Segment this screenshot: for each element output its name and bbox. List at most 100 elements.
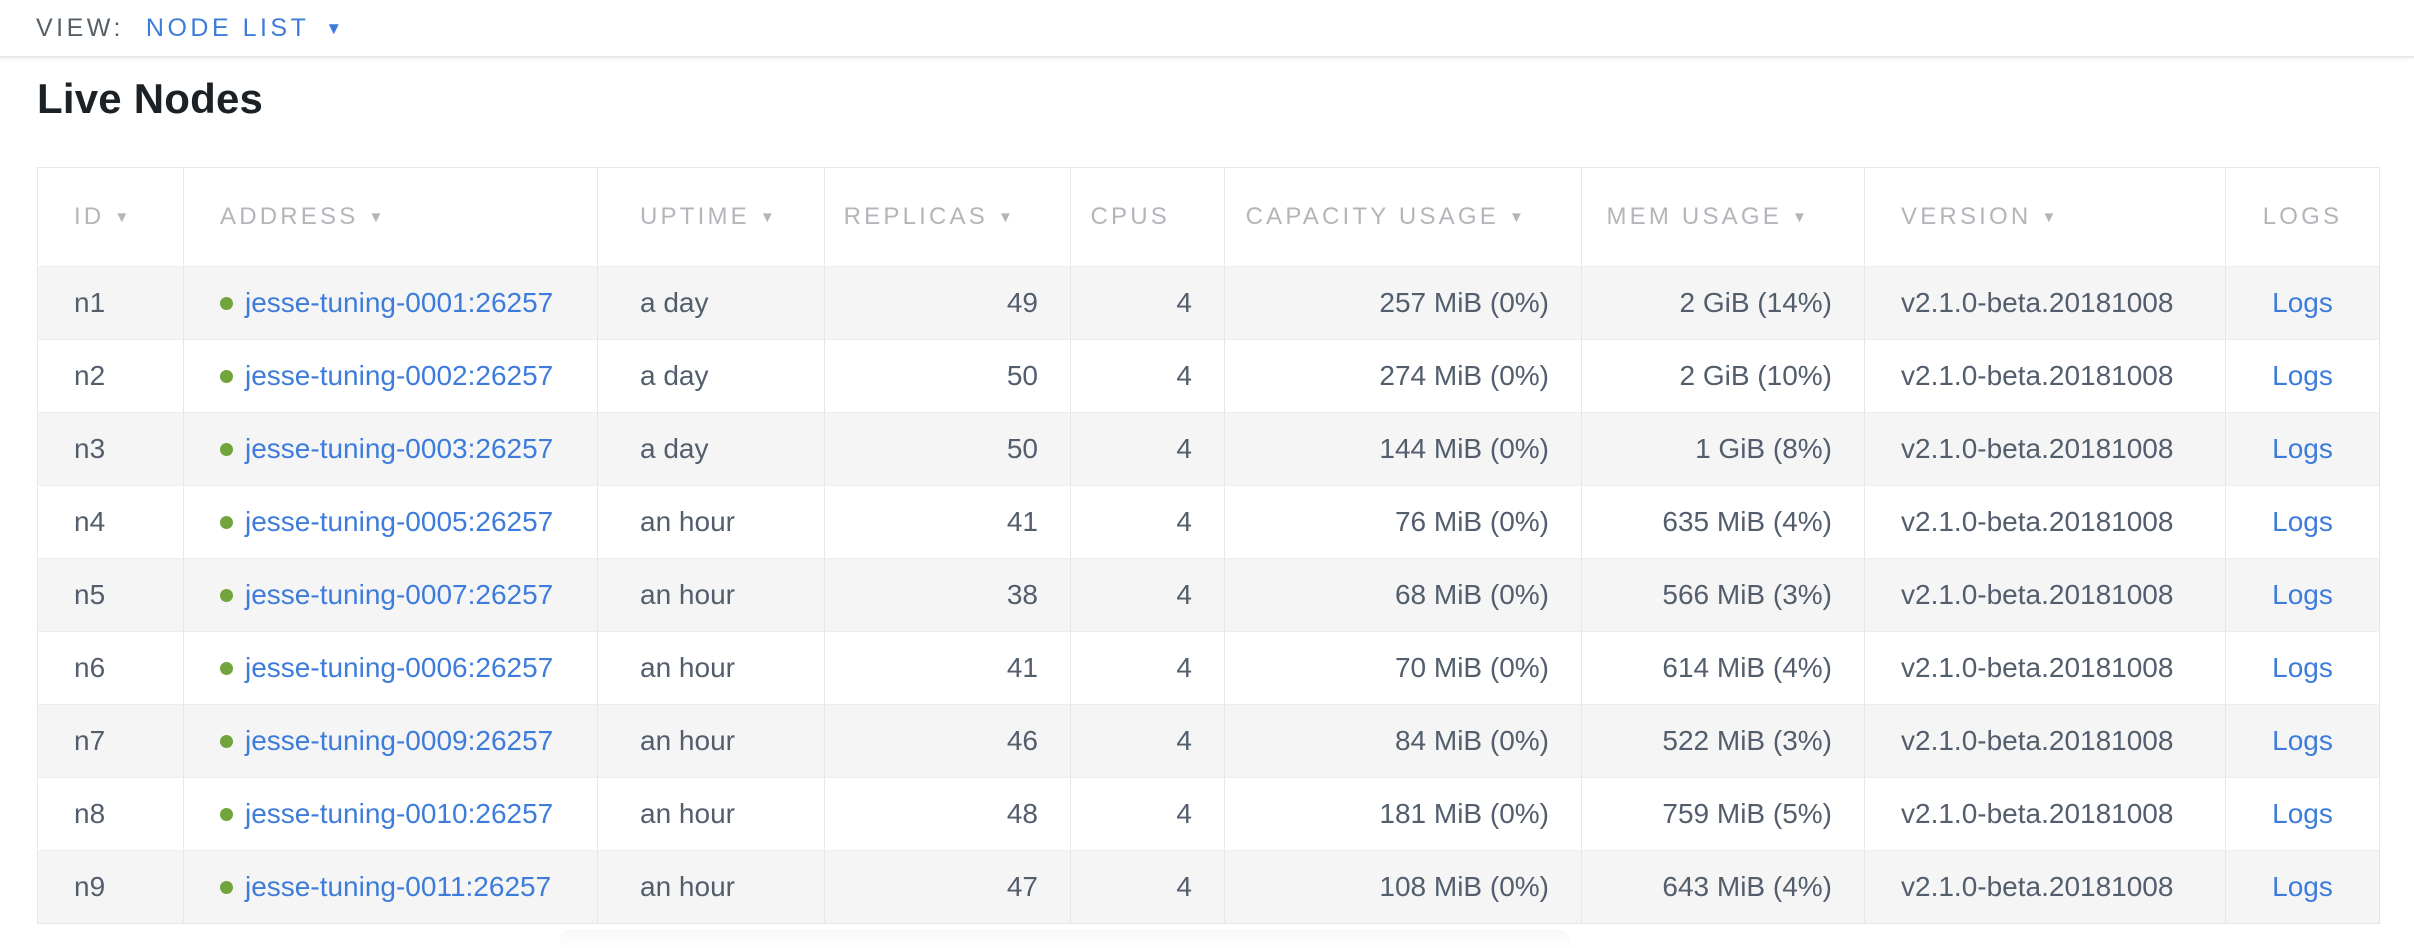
view-dropdown[interactable]: NODE LIST ▼	[146, 14, 346, 43]
table-row: n1 jesse-tuning-0001:26257 a day 49 4 257 MiB…	[37, 266, 2380, 340]
node-address-link[interactable]: jesse-tuning-0010:26257	[245, 798, 554, 829]
column-header-logs: LOGS	[2225, 167, 2380, 267]
node-uptime-cell: an hour	[597, 850, 825, 924]
logs-link[interactable]: Logs	[2272, 798, 2333, 829]
logs-link[interactable]: Logs	[2272, 506, 2333, 537]
node-address-link[interactable]: jesse-tuning-0006:26257	[245, 652, 554, 683]
node-replicas-cell: 49	[824, 266, 1071, 340]
node-capacity-cell: 108 MiB (0%)	[1224, 850, 1582, 924]
node-id-cell: n9	[37, 850, 184, 924]
sort-desc-icon: ▼	[2041, 209, 2060, 226]
column-label: CAPACITY USAGE	[1245, 203, 1499, 230]
column-header-version[interactable]: VERSION ▼	[1864, 167, 2226, 267]
node-address-cell: jesse-tuning-0001:26257	[183, 266, 598, 340]
node-mem-cell: 2 GiB (14%)	[1581, 266, 1865, 340]
node-capacity-cell: 144 MiB (0%)	[1224, 412, 1582, 486]
chevron-down-icon: ▼	[325, 19, 346, 38]
node-address-link[interactable]: jesse-tuning-0011:26257	[245, 871, 552, 902]
table-row: n2 jesse-tuning-0002:26257 a day 50 4 274 MiB…	[37, 339, 2380, 413]
node-uptime-cell: an hour	[597, 631, 825, 705]
node-id-cell: n4	[37, 485, 184, 559]
node-version-cell: v2.1.0-beta.20181008	[1864, 558, 2226, 632]
view-dropdown-value: NODE LIST	[145, 13, 310, 42]
node-version-cell: v2.1.0-beta.20181008	[1864, 339, 2226, 413]
node-address-link[interactable]: jesse-tuning-0003:26257	[245, 433, 554, 464]
column-label: ADDRESS	[220, 203, 359, 230]
node-logs-cell: Logs	[2225, 558, 2380, 632]
column-header-replicas[interactable]: REPLICAS ▼	[824, 167, 1071, 267]
node-replicas-cell: 41	[824, 485, 1071, 559]
node-replicas-cell: 50	[824, 339, 1071, 413]
node-capacity-cell: 257 MiB (0%)	[1224, 266, 1582, 340]
column-label: CPUS	[1090, 203, 1170, 230]
table-row: n5 jesse-tuning-0007:26257 an hour 38 4 68 Mi…	[37, 558, 2380, 632]
column-header-uptime[interactable]: UPTIME ▼	[597, 167, 825, 267]
node-cpus-cell: 4	[1070, 412, 1225, 486]
node-address-cell: jesse-tuning-0009:26257	[183, 704, 598, 778]
node-uptime-cell: an hour	[597, 777, 825, 851]
table-row: n7 jesse-tuning-0009:26257 an hour 46 4 84 Mi…	[37, 704, 2380, 778]
node-address-cell: jesse-tuning-0006:26257	[183, 631, 598, 705]
node-replicas-cell: 48	[824, 777, 1071, 851]
node-id-cell: n5	[37, 558, 184, 632]
node-id-cell: n1	[37, 266, 184, 340]
node-capacity-cell: 68 MiB (0%)	[1224, 558, 1582, 632]
node-capacity-cell: 84 MiB (0%)	[1224, 704, 1582, 778]
node-address-link[interactable]: jesse-tuning-0007:26257	[245, 579, 554, 610]
node-address-cell: jesse-tuning-0005:26257	[183, 485, 598, 559]
node-version-cell: v2.1.0-beta.20181008	[1864, 850, 2226, 924]
column-header-address[interactable]: ADDRESS ▼	[183, 167, 598, 267]
node-uptime-cell: an hour	[597, 558, 825, 632]
logs-link[interactable]: Logs	[2272, 287, 2333, 318]
column-header-id[interactable]: ID ▼	[37, 167, 184, 267]
column-header-mem[interactable]: MEM USAGE ▼	[1581, 167, 1865, 267]
column-header-capacity[interactable]: CAPACITY USAGE ▼	[1224, 167, 1582, 267]
node-mem-cell: 566 MiB (3%)	[1581, 558, 1865, 632]
node-mem-cell: 522 MiB (3%)	[1581, 704, 1865, 778]
node-id-cell: n2	[37, 339, 184, 413]
node-logs-cell: Logs	[2225, 777, 2380, 851]
logs-link[interactable]: Logs	[2272, 652, 2333, 683]
table-row: n6 jesse-tuning-0006:26257 an hour 41 4 70 Mi…	[37, 631, 2380, 705]
node-address-link[interactable]: jesse-tuning-0001:26257	[245, 287, 554, 318]
node-logs-cell: Logs	[2225, 850, 2380, 924]
node-version-cell: v2.1.0-beta.20181008	[1864, 412, 2226, 486]
logs-link[interactable]: Logs	[2272, 871, 2333, 902]
node-cpus-cell: 4	[1070, 266, 1225, 340]
logs-link[interactable]: Logs	[2272, 579, 2333, 610]
page-title: Live Nodes	[37, 75, 264, 122]
table-body: n1 jesse-tuning-0001:26257 a day 49 4 257 MiB…	[37, 266, 2380, 924]
node-address-link[interactable]: jesse-tuning-0002:26257	[245, 360, 554, 391]
node-live-status-icon	[220, 735, 233, 748]
node-cpus-cell: 4	[1070, 485, 1225, 559]
node-uptime-cell: an hour	[597, 704, 825, 778]
node-replicas-cell: 41	[824, 631, 1071, 705]
view-label: VIEW:	[36, 13, 124, 42]
node-uptime-cell: an hour	[597, 485, 825, 559]
node-logs-cell: Logs	[2225, 704, 2380, 778]
node-cpus-cell: 4	[1070, 631, 1225, 705]
node-replicas-cell: 38	[824, 558, 1071, 632]
logs-link[interactable]: Logs	[2272, 433, 2333, 464]
table-row: n4 jesse-tuning-0005:26257 an hour 41 4 76 Mi…	[37, 485, 2380, 559]
node-address-link[interactable]: jesse-tuning-0009:26257	[245, 725, 554, 756]
node-address-link[interactable]: jesse-tuning-0005:26257	[245, 506, 554, 537]
column-label: REPLICAS	[843, 203, 988, 230]
column-label: UPTIME	[640, 203, 750, 230]
node-uptime-cell: a day	[597, 339, 825, 413]
node-logs-cell: Logs	[2225, 266, 2380, 340]
node-live-status-icon	[220, 443, 233, 456]
logs-link[interactable]: Logs	[2272, 725, 2333, 756]
node-cpus-cell: 4	[1070, 704, 1225, 778]
node-logs-cell: Logs	[2225, 412, 2380, 486]
node-logs-cell: Logs	[2225, 339, 2380, 413]
node-version-cell: v2.1.0-beta.20181008	[1864, 266, 2226, 340]
node-version-cell: v2.1.0-beta.20181008	[1864, 777, 2226, 851]
node-mem-cell: 635 MiB (4%)	[1581, 485, 1865, 559]
node-version-cell: v2.1.0-beta.20181008	[1864, 485, 2226, 559]
node-cpus-cell: 4	[1070, 850, 1225, 924]
node-live-status-icon	[220, 662, 233, 675]
logs-link[interactable]: Logs	[2272, 360, 2333, 391]
node-capacity-cell: 70 MiB (0%)	[1224, 631, 1582, 705]
node-id-cell: n3	[37, 412, 184, 486]
